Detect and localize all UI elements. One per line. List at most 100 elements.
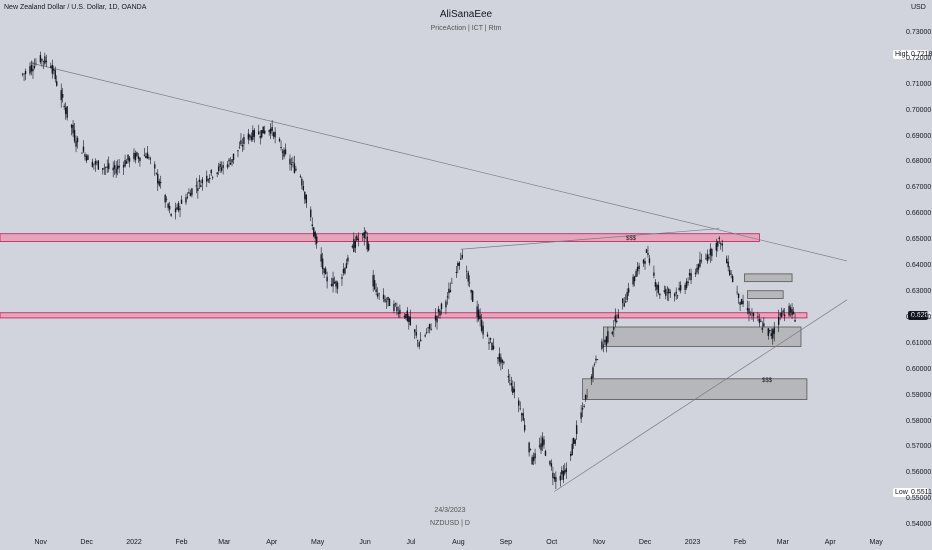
x-tick-label: Jun (359, 539, 371, 546)
candle-body (160, 181, 162, 184)
candle-body (128, 157, 131, 162)
candle-body (396, 306, 398, 312)
candle-body (779, 313, 781, 316)
candle-body (730, 273, 732, 275)
candle-body (385, 301, 388, 302)
candle-body (720, 243, 722, 245)
candle-body (139, 157, 141, 162)
candle-body (541, 437, 544, 447)
zone-box-5 (747, 290, 784, 299)
candle-body (528, 442, 530, 453)
candle-body (488, 342, 490, 344)
trendline-1 (554, 299, 848, 492)
candle-body (718, 237, 720, 240)
candle-body (198, 179, 201, 182)
candle-body (772, 329, 774, 339)
candle-body (706, 254, 709, 262)
candle-body (42, 61, 45, 62)
candle-body (409, 316, 411, 326)
y-tick-label: 0.64000 (906, 262, 932, 270)
y-tick-label: 0.57000 (906, 443, 932, 451)
candle-body (373, 280, 376, 290)
candle-body (249, 134, 251, 138)
candle-body (430, 328, 432, 330)
candle-body (479, 315, 481, 320)
candle-body (91, 161, 94, 167)
candle-body (388, 298, 391, 306)
candle-body (440, 303, 443, 310)
candle-body (326, 276, 328, 282)
candle-body (97, 160, 100, 170)
candle-body (201, 179, 204, 184)
candle-body (596, 359, 599, 360)
candle-body (613, 327, 615, 330)
candle-body (105, 167, 107, 168)
candle-body (70, 124, 73, 128)
candle-body (188, 192, 190, 194)
candle-body (113, 165, 116, 169)
y-tick-label: 0.56000 (906, 469, 932, 477)
candle-body (489, 338, 492, 340)
y-tick-label: 0.68000 (906, 158, 932, 166)
candle-body (555, 477, 557, 482)
candle-body (397, 312, 400, 314)
candle-body (363, 232, 365, 239)
candle-body (56, 81, 58, 86)
candle-body (737, 293, 740, 299)
candle-body (659, 293, 661, 296)
candle-body (773, 327, 775, 334)
candle-body (711, 249, 713, 257)
candle-body (29, 66, 31, 74)
candle-body (84, 154, 86, 157)
candle-body (335, 281, 337, 287)
candle-body (274, 131, 276, 138)
candle-body (647, 252, 649, 255)
candle-body (663, 290, 666, 292)
zone-support-1 (0, 312, 808, 319)
candle-body (782, 310, 784, 312)
candle-body (439, 310, 441, 316)
candle-body (622, 298, 624, 304)
candle-body (728, 269, 731, 275)
candle-body (425, 332, 428, 333)
candle-body (583, 406, 585, 408)
footer-date: 24/3/2023 (434, 507, 466, 514)
candle-body (626, 292, 628, 300)
candle-body (601, 341, 603, 349)
candle-body (460, 258, 462, 260)
candle-body (559, 475, 562, 481)
low-value-tag: 0.55118 (908, 488, 932, 497)
candle-body (134, 153, 137, 161)
candle-body (75, 140, 77, 147)
candle-body (167, 203, 169, 208)
candle-body (32, 68, 34, 72)
candle-body (158, 181, 160, 186)
candle-body (428, 323, 431, 329)
candle-body (676, 295, 679, 297)
candle-body (564, 470, 566, 474)
candle-body (33, 65, 36, 68)
candle-body (283, 149, 285, 157)
candle-body (572, 437, 575, 444)
candle-body (344, 268, 346, 274)
candle-body (66, 106, 68, 118)
candle-body (21, 73, 24, 75)
candle-body (565, 468, 567, 472)
candle-body (486, 334, 489, 337)
candle-body (518, 400, 520, 406)
candle-body (81, 152, 83, 154)
candle-body (749, 314, 752, 316)
candle-body (102, 168, 104, 170)
candle-body (461, 254, 463, 258)
candle-body (320, 254, 322, 262)
candle-body (586, 395, 588, 397)
y-tick-label: 0.71000 (906, 80, 932, 88)
candle-body (118, 165, 120, 168)
candle-body (212, 176, 214, 178)
candle-body (705, 258, 707, 259)
candle-body (708, 256, 710, 259)
candle-body (405, 314, 407, 319)
x-tick-label: Feb (175, 539, 188, 546)
candle-body (417, 340, 419, 341)
